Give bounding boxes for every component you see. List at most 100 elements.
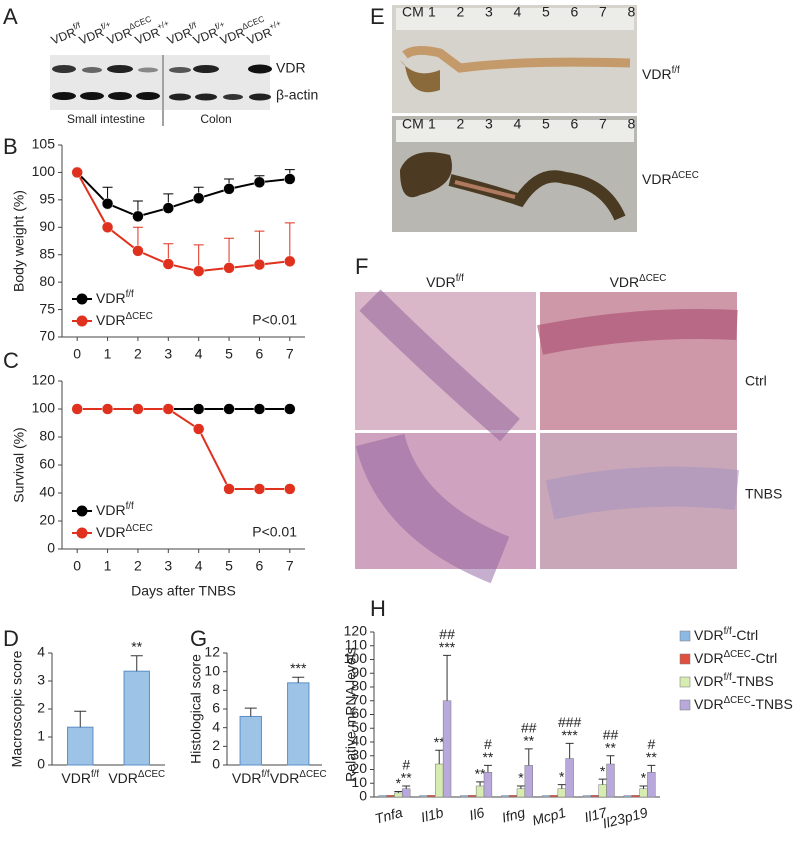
annotation: P<0.01: [252, 312, 297, 328]
bar: [631, 795, 640, 798]
x-tick-label: Ifng: [500, 804, 527, 826]
ruler-number: 6: [571, 116, 579, 132]
panel-letter: E: [370, 4, 385, 29]
point: [223, 483, 235, 495]
point: [162, 202, 175, 214]
colon-tissue: [400, 60, 440, 93]
y-axis-label: Survival (%): [11, 427, 27, 502]
ruler-unit: CM: [402, 116, 424, 132]
y-tick-label: 40: [351, 733, 367, 749]
point: [192, 403, 205, 415]
significance: ##: [439, 626, 455, 642]
y-tick-label: 80: [39, 428, 55, 444]
significance: ###: [558, 714, 582, 730]
y-tick-label: 30: [351, 746, 367, 762]
row-label: VDR: [276, 60, 306, 76]
band: [169, 93, 191, 101]
x-tick-label: 5: [225, 346, 233, 362]
gel-strip: [50, 55, 162, 110]
x-tick-label: 0: [73, 346, 81, 362]
bar: [516, 788, 526, 798]
point: [284, 255, 296, 268]
bar: [435, 763, 444, 798]
point: [223, 183, 235, 195]
bar: [468, 795, 477, 798]
y-tick-label: 4: [212, 718, 220, 734]
ruler-number: 5: [542, 116, 550, 132]
y-axis-label: Histological score: [188, 654, 204, 764]
significance: **: [475, 766, 486, 782]
ruler: [396, 8, 634, 30]
legend-label: VDRΔCEC: [96, 311, 153, 328]
point: [132, 245, 144, 257]
bar: [541, 795, 551, 798]
x-tick-label: VDRΔCEC: [270, 769, 327, 786]
point: [253, 176, 266, 189]
panel-letter: B: [3, 134, 18, 159]
band: [195, 93, 217, 101]
y-axis-label: Macroscopic score: [9, 650, 25, 767]
point: [101, 403, 114, 415]
y-tick-label: 8: [212, 681, 220, 697]
x-tick-label: 3: [164, 346, 172, 362]
ruler-number: 4: [514, 116, 522, 132]
y-tick-label: 90: [39, 218, 55, 234]
panel-letter: A: [3, 4, 18, 29]
error-bar: [606, 755, 615, 764]
significance: #: [484, 736, 492, 752]
error-bar: [639, 785, 648, 789]
point: [284, 173, 296, 185]
x-tick-label: 0: [73, 558, 81, 574]
bar: [623, 795, 632, 798]
ruler-unit: CM: [402, 4, 424, 20]
row-label: TNBS: [745, 486, 782, 502]
band: [82, 67, 102, 73]
y-tick-label: 100: [32, 400, 56, 416]
legend-marker: [76, 315, 88, 327]
y-tick-label: 100: [32, 163, 56, 179]
point: [162, 403, 175, 415]
significance: **: [434, 734, 445, 750]
y-tick-label: 10: [204, 662, 220, 678]
ruler-number: 2: [457, 4, 465, 20]
y-axis-label: Body weight (%): [11, 190, 27, 292]
bar: [386, 795, 395, 798]
legend-marker: [76, 505, 88, 517]
x-tick-label: Il6: [467, 804, 486, 823]
bar: [501, 795, 510, 798]
band: [52, 65, 76, 73]
western-blot: [50, 55, 272, 110]
error-bar: [292, 676, 305, 683]
significance: #: [647, 736, 655, 752]
y-tick-label: 4: [37, 644, 45, 660]
y-tick-label: 90: [351, 664, 367, 680]
x-tick-label: 1: [104, 346, 112, 362]
ruler: [396, 120, 634, 142]
column-label: VDRΔCEC: [610, 273, 667, 290]
error-bar: [130, 655, 143, 672]
significance: *: [600, 763, 606, 779]
significance: **: [401, 770, 412, 786]
ruler-number: 1: [428, 4, 436, 20]
y-tick-label: 120: [32, 372, 56, 388]
panel-letter: C: [3, 348, 19, 373]
x-tick-label: 4: [195, 558, 203, 574]
x-tick-label: 2: [134, 558, 142, 574]
bar: [606, 763, 615, 798]
significance: *: [641, 770, 647, 786]
point: [223, 403, 235, 415]
bar: [549, 795, 559, 798]
tissue-layer: [545, 466, 740, 520]
bar: [475, 785, 485, 798]
error-bar: [476, 781, 485, 786]
annotation: P<0.01: [252, 524, 297, 540]
error-bar: [402, 785, 411, 789]
y-tick-label: 20: [39, 512, 55, 528]
error-bar: [74, 710, 87, 728]
significance: ***: [290, 660, 307, 676]
significance: *: [396, 775, 402, 791]
ruler-number: 5: [542, 4, 550, 20]
gross-photos: [392, 5, 637, 232]
y-tick-label: 110: [345, 636, 368, 652]
